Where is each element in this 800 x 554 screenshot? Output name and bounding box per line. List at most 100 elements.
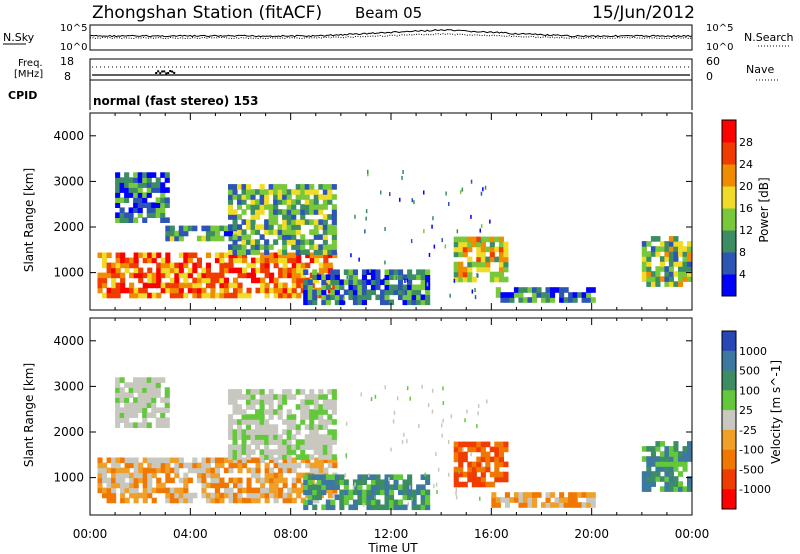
echo-cell (255, 497, 261, 504)
echo-cell (370, 284, 376, 291)
echo-cell (389, 494, 395, 501)
echo-cell (237, 454, 243, 460)
echo-streak (479, 238, 482, 243)
echo-cell (183, 252, 189, 259)
echo-cell (398, 294, 404, 301)
echo-cell (323, 467, 329, 474)
echo-cell (655, 271, 661, 277)
echo-cell (237, 394, 243, 400)
echo-cell (237, 287, 243, 294)
echo-streak (461, 187, 464, 192)
echo-cell (269, 287, 275, 294)
echo-cell (331, 389, 337, 395)
freq-tick-bottom: 8 (64, 70, 71, 83)
echo-cell (453, 241, 459, 248)
echo-cell (291, 282, 297, 289)
echo-cell (303, 499, 309, 506)
echo-cell (219, 262, 225, 269)
echo-cell (282, 429, 288, 435)
echo-cell (343, 279, 349, 285)
cpid-panel: CPID normal (fast stereo) 153 (8, 80, 693, 110)
echo-cell (375, 294, 381, 301)
echo-cell (268, 429, 274, 435)
echo-cell (120, 257, 126, 264)
echo-cell (361, 494, 367, 501)
echo-cell (259, 399, 265, 405)
echo-cell (659, 476, 665, 482)
echo-cell (282, 214, 288, 220)
echo-cell (503, 246, 509, 253)
echo-cell (291, 277, 297, 284)
echo-cell (246, 434, 252, 440)
echo-cell (273, 189, 279, 195)
echo-cell (664, 281, 670, 287)
echo-cell (219, 292, 225, 299)
echo-cell (165, 467, 171, 474)
echo-cell (120, 472, 126, 479)
echo-cell (155, 212, 161, 218)
echo-cell (420, 269, 426, 275)
echo-cell (687, 451, 693, 457)
echo-cell (309, 394, 315, 400)
echo-cell (402, 299, 408, 306)
echo-cell (330, 289, 336, 296)
echo-cell (232, 439, 238, 445)
echo-cell (250, 439, 256, 445)
echo-cell (590, 502, 596, 508)
echo-cell (366, 499, 372, 506)
echo-cell (664, 481, 670, 487)
echo-cell (237, 214, 243, 220)
echo-cell (522, 287, 528, 293)
echo-streak (401, 175, 403, 180)
echo-cell (316, 494, 322, 501)
echo-cell (577, 292, 583, 298)
echo-cell (273, 477, 279, 484)
echo-cell (259, 439, 265, 445)
echo-cell (237, 257, 243, 264)
echo-cell (291, 252, 297, 259)
colorbar-segment (722, 449, 736, 470)
echo-streak (428, 252, 431, 257)
echo-cell (425, 274, 431, 280)
echo-cell (416, 489, 422, 496)
echo-cell (291, 219, 297, 225)
echo-cell (237, 462, 243, 469)
echo-cell (498, 276, 504, 283)
echo-cell (314, 497, 320, 504)
echo-cell (322, 439, 328, 445)
echo-cell (384, 499, 390, 506)
echo-cell (237, 249, 243, 255)
echo-cell (160, 397, 166, 403)
echo-cell (296, 257, 302, 264)
echo-cell (228, 292, 234, 299)
echo-cell (137, 377, 143, 383)
echo-cell (500, 297, 506, 303)
echo-cell (151, 202, 157, 208)
echo-cell (233, 457, 239, 464)
echo-streak (358, 257, 360, 262)
echo-cell (518, 287, 524, 293)
echo-cell (295, 229, 301, 235)
freq-blip (159, 72, 162, 75)
echo-cell (300, 389, 306, 395)
echo-cell (485, 261, 491, 268)
echo-cell (273, 482, 279, 489)
echo-cell (453, 456, 459, 463)
echo-streak (343, 296, 345, 301)
echo-cell (115, 477, 121, 484)
echo-cell (124, 257, 130, 264)
echo-cell (485, 256, 491, 263)
echo-cell (278, 257, 284, 264)
echo-cell (321, 294, 327, 301)
colorbar-segment (722, 274, 736, 297)
echo-cell (233, 230, 239, 237)
echo-cell (246, 477, 252, 484)
echo-cell (246, 454, 252, 460)
echo-streak (399, 197, 401, 202)
echo-cell (323, 457, 329, 464)
echo-cell (307, 479, 313, 485)
echo-cell (467, 261, 473, 268)
echo-cell (120, 272, 126, 279)
echo-cell (160, 267, 166, 274)
